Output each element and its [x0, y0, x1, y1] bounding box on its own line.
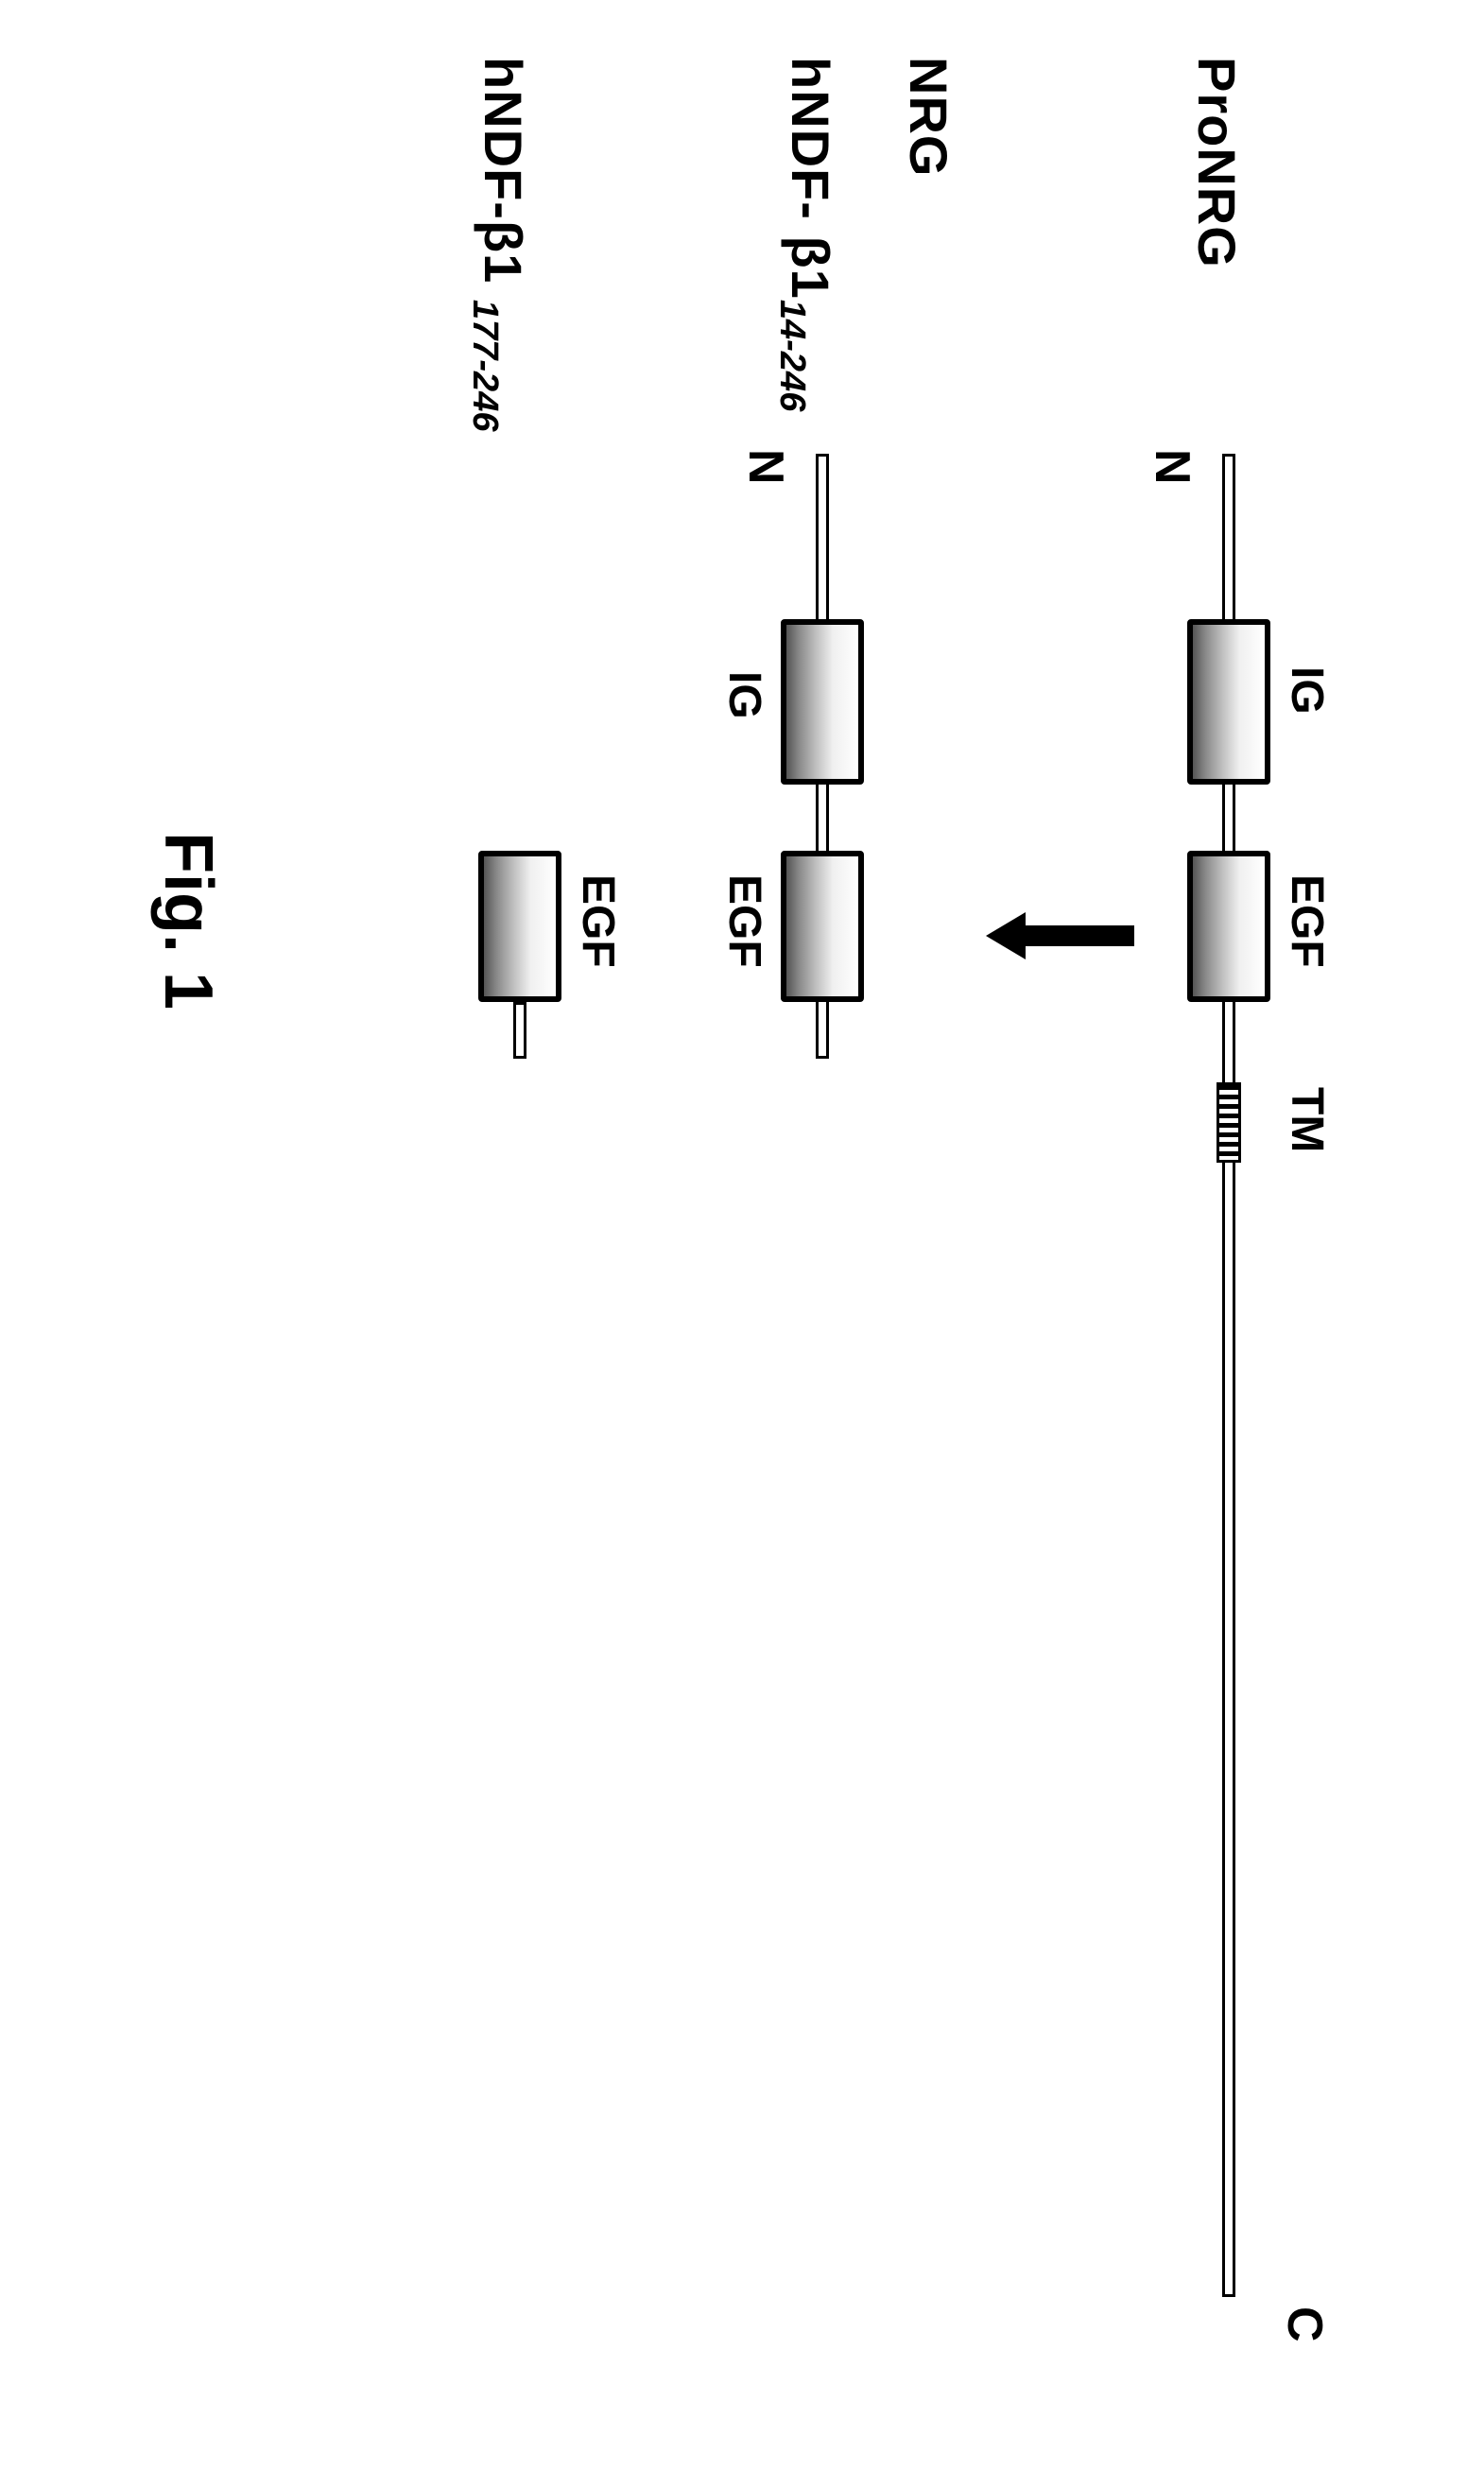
egf-label-hNDF-177-246: EGF [572, 874, 624, 968]
protein-hNDF-14-246: N IG EGF [766, 454, 879, 1115]
label-NRG-header: NRG [898, 57, 959, 177]
c-terminus-proNRG: C [1276, 2306, 1333, 2342]
label-proNRG: ProNRG [1186, 57, 1248, 268]
protein-hNDF-177-246: EGF [463, 454, 577, 1115]
protein-proNRG: N IG EGF TM C [1172, 454, 1286, 2316]
egf-domain-hNDF-14-246 [781, 851, 864, 1002]
tail-hNDF-177-246 [513, 1002, 526, 1059]
label-hNDF-14-246: hNDF- β114-246 [771, 57, 841, 411]
tm-label-proNRG: TM [1281, 1087, 1333, 1152]
egf-label-proNRG: EGF [1281, 874, 1333, 968]
egf-domain-proNRG [1187, 851, 1270, 1002]
label-hNDF-14-246-main: hNDF- β1 [781, 57, 840, 300]
ig-label-proNRG: IG [1281, 666, 1333, 715]
egf-domain-hNDF-177-246 [478, 851, 561, 1002]
label-hNDF-177-246-main: hNDF-β1 [474, 57, 533, 300]
figure-caption: Fig. 1 [149, 832, 227, 1010]
label-hNDF-177-246: hNDF-β1 177-246 [464, 57, 534, 432]
label-hNDF-177-246-sub: 177-246 [465, 300, 505, 432]
label-hNDF-14-246-sub: 14-246 [772, 300, 812, 412]
ig-label-hNDF-14-246: IG [718, 671, 770, 719]
tm-domain-proNRG [1217, 1082, 1241, 1163]
figure-canvas: ProNRG N IG EGF TM C NRG hNDF- β114-246 … [0, 0, 1484, 2470]
n-terminus-hNDF-14-246: N [737, 449, 794, 485]
ig-domain-proNRG [1187, 619, 1270, 785]
egf-label-hNDF-14-246: EGF [718, 874, 770, 968]
processing-arrow [974, 912, 1134, 959]
ig-domain-hNDF-14-246 [781, 619, 864, 785]
n-terminus-proNRG: N [1144, 449, 1200, 485]
